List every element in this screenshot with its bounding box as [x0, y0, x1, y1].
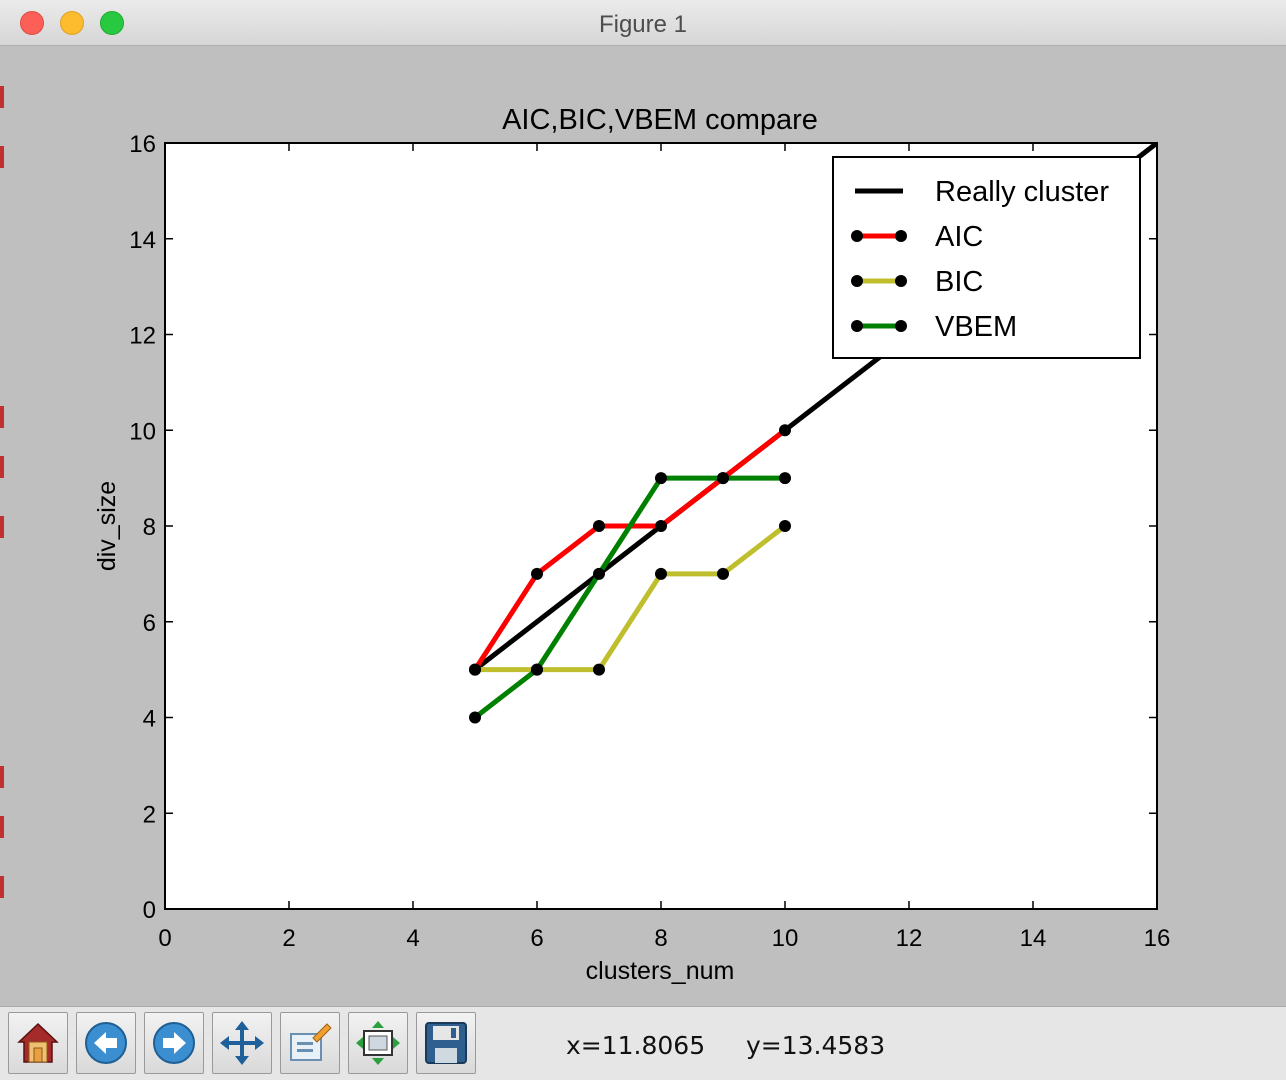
maximize-window-button[interactable]: [100, 11, 124, 35]
minimize-window-button[interactable]: [60, 11, 84, 35]
x-tick-label: 6: [530, 925, 543, 952]
x-tick-label: 0: [158, 925, 171, 952]
zoom-button[interactable]: [280, 1012, 340, 1074]
zoom-rect-icon: [290, 1023, 332, 1061]
legend-marker: [851, 275, 863, 287]
legend-label: Really cluster: [935, 176, 1109, 208]
legend-marker: [895, 230, 907, 242]
y-tick-label: 8: [143, 514, 156, 541]
y-axis-label: div_size: [93, 481, 121, 571]
data-point-vbem: [469, 711, 481, 724]
data-point-aic: [531, 567, 543, 580]
home-icon: [17, 1022, 59, 1063]
legend-marker: [895, 275, 907, 287]
move-arrows-icon: [220, 1021, 264, 1065]
x-coordinate-readout: x=11.8065: [566, 1031, 706, 1060]
data-point-aic: [593, 520, 605, 532]
x-axis-label: clusters_num: [586, 957, 735, 985]
data-point-vbem: [593, 567, 605, 580]
x-tick-label: 10: [772, 925, 799, 952]
series-line-vbem: [473, 475, 785, 720]
x-tick-label: 2: [282, 925, 295, 952]
y-tick-label: 14: [129, 227, 156, 254]
data-point-vbem: [779, 472, 791, 485]
window-titlebar: Figure 1: [0, 0, 1286, 46]
back-arrow-icon: [85, 1022, 127, 1064]
y-tick-label: 10: [129, 418, 156, 445]
x-tick-label: 16: [1144, 925, 1171, 952]
series-line-bic: [475, 524, 787, 673]
back-button[interactable]: [76, 1012, 136, 1074]
background-window-edge: [0, 46, 6, 1006]
y-tick-label: 12: [129, 323, 156, 350]
subplots-icon: [356, 1021, 400, 1065]
legend-label: VBEM: [935, 311, 1017, 343]
figure-canvas[interactable]: AIC,BIC,VBEM compare 0 2 4 6 8 10 12 14 16 0 2 4 6 8 1…: [0, 46, 1286, 1006]
floppy-disk-icon: [425, 1022, 467, 1064]
pan-button[interactable]: [212, 1012, 272, 1074]
forward-arrow-icon: [153, 1022, 195, 1064]
legend-marker: [851, 320, 863, 332]
legend-label: AIC: [935, 221, 983, 253]
y-tick-label: 6: [143, 610, 156, 637]
subplots-button[interactable]: [348, 1012, 408, 1074]
forward-button[interactable]: [144, 1012, 204, 1074]
data-point-vbem: [531, 663, 543, 676]
data-point-vbem: [655, 472, 667, 485]
x-tick-label: 12: [896, 925, 923, 952]
x-tick-label: 8: [654, 925, 667, 952]
data-point-bic: [655, 567, 667, 580]
y-tick-label: 4: [143, 706, 156, 733]
y-tick-label: 16: [129, 131, 156, 158]
data-point-bic: [593, 663, 605, 676]
data-point-aic: [655, 520, 667, 532]
y-tick-label: 0: [143, 897, 156, 924]
data-point-aic: [779, 424, 791, 437]
legend-marker: [851, 230, 863, 242]
y-tick-label: 2: [143, 801, 156, 828]
legend: Really cluster AIC BIC VBEM: [832, 156, 1141, 359]
y-coordinate-readout: y=13.4583: [746, 1031, 886, 1060]
data-point-bic: [717, 567, 729, 580]
close-window-button[interactable]: [20, 11, 44, 35]
data-point-vbem: [717, 472, 729, 485]
window-title: Figure 1: [598, 11, 688, 38]
legend-label: BIC: [935, 266, 983, 298]
plot-frame: [164, 142, 1158, 910]
data-point-bic: [469, 663, 481, 676]
chart-title: AIC,BIC,VBEM compare: [502, 104, 818, 136]
data-point-bic: [779, 520, 791, 532]
save-button[interactable]: [416, 1012, 476, 1074]
x-tick-label: 14: [1020, 925, 1047, 952]
legend-marker: [895, 320, 907, 332]
home-button[interactable]: [8, 1012, 68, 1074]
navigation-toolbar: x=11.8065 y=13.4583: [0, 1006, 1286, 1080]
x-tick-label: 4: [406, 925, 419, 952]
